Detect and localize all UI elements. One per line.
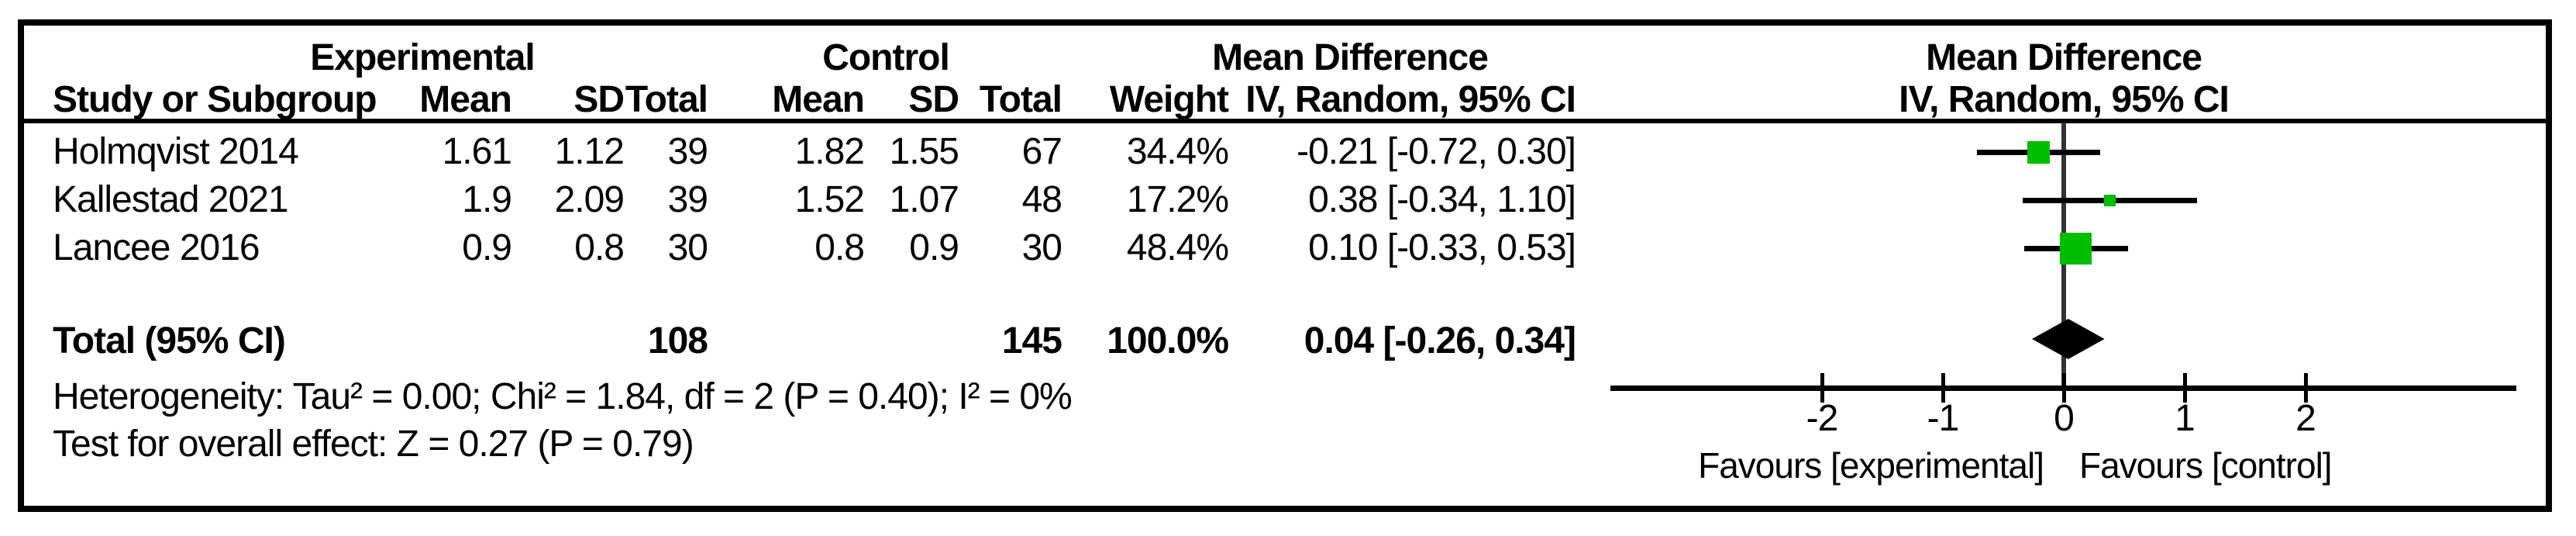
axis-tick: [2304, 373, 2308, 403]
forest-square: [2103, 194, 2116, 206]
col-header-weight: Weight: [1109, 79, 1229, 120]
col-header-sd-exp: SD: [573, 79, 625, 120]
exp-mean: 1.61: [442, 131, 512, 172]
md-ci-value: 0.10 [-0.33, 0.53]: [1308, 227, 1576, 268]
heterogeneity-text: Heterogeneity: Tau² = 0.00; Chi² = 1.84,…: [53, 376, 1073, 417]
axis-tick-label: 1: [2175, 398, 2195, 439]
total-ctrl-total: 145: [1001, 320, 1062, 361]
header-separator: [18, 119, 2552, 123]
col-header-total-exp: Total: [625, 79, 708, 120]
axis-tick: [1820, 373, 1824, 403]
axis-tick-label: -1: [1927, 398, 1960, 439]
ctrl-sd: 1.07: [889, 179, 959, 220]
study-name: Lancee 2016: [53, 227, 260, 268]
total-ci: 0.04 [-0.26, 0.34]: [1303, 320, 1576, 361]
ctrl-mean: 1.52: [794, 179, 865, 220]
col-header-mean-ctrl: Mean: [772, 79, 865, 120]
md-ci-value: -0.21 [-0.72, 0.30]: [1297, 131, 1576, 172]
exp-total: 39: [667, 179, 708, 220]
figure-border: [18, 19, 2552, 512]
axis-tick-label: 0: [2054, 398, 2075, 439]
col-header-ci: IV, Random, 95% CI: [1245, 79, 1576, 120]
axis-tick-label: 2: [2295, 398, 2316, 439]
exp-sd: 1.12: [554, 131, 625, 172]
md-ci-value: 0.38 [-0.34, 1.10]: [1308, 179, 1576, 220]
exp-total: 39: [667, 131, 708, 172]
weight-value: 34.4%: [1126, 131, 1229, 172]
total-diamond: [2032, 319, 2106, 359]
col-group-mean-difference: Mean Difference: [1212, 37, 1489, 78]
overall-effect-text: Test for overall effect: Z = 0.27 (P = 0…: [53, 424, 694, 465]
axis-tick: [2183, 373, 2187, 403]
exp-mean: 0.9: [462, 227, 512, 268]
exp-total: 30: [667, 227, 708, 268]
axis-tick-label: -2: [1806, 398, 1839, 439]
forest-square: [2027, 140, 2050, 164]
col-header-study: Study or Subgroup: [53, 79, 377, 120]
total-weight: 100.0%: [1107, 320, 1229, 361]
plot-subtitle: IV, Random, 95% CI: [1899, 79, 2230, 120]
ctrl-mean: 1.82: [794, 131, 865, 172]
total-exp-total: 108: [647, 320, 708, 361]
exp-sd: 2.09: [554, 179, 625, 220]
ctrl-mean: 0.8: [814, 227, 865, 268]
col-group-experimental: Experimental: [310, 37, 535, 78]
weight-value: 48.4%: [1126, 227, 1229, 268]
ctrl-sd: 1.55: [889, 131, 959, 172]
exp-sd: 0.8: [574, 227, 625, 268]
axis-tick: [1941, 373, 1945, 403]
weight-value: 17.2%: [1126, 179, 1229, 220]
study-name: Holmqvist 2014: [53, 131, 299, 172]
col-header-total-ctrl: Total: [979, 79, 1062, 120]
study-name: Kallestad 2021: [53, 179, 289, 220]
col-header-sd-ctrl: SD: [908, 79, 959, 120]
axis-tick: [2062, 373, 2066, 403]
favours-experimental-label: Favours [experimental]: [1698, 445, 2044, 486]
ctrl-total: 48: [1021, 179, 1062, 220]
col-header-mean-exp: Mean: [419, 79, 512, 120]
total-label: Total (95% CI): [53, 320, 286, 361]
ctrl-total: 67: [1021, 131, 1062, 172]
favours-control-label: Favours [control]: [2079, 445, 2333, 486]
plot-title: Mean Difference: [1926, 37, 2202, 78]
col-group-control: Control: [822, 37, 950, 78]
forest-square: [2060, 232, 2092, 265]
ctrl-sd: 0.9: [909, 227, 959, 268]
ctrl-total: 30: [1021, 227, 1062, 268]
exp-mean: 1.9: [462, 179, 512, 220]
